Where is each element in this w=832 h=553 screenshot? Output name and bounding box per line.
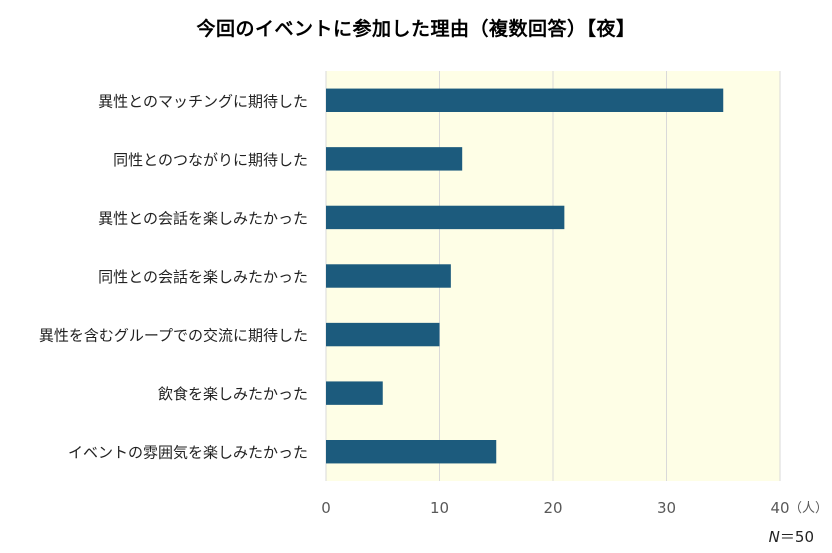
bar <box>326 322 440 347</box>
bar <box>326 205 565 230</box>
x-tick-label: 40 <box>770 499 789 517</box>
sample-size-value: ＝50 <box>779 528 814 546</box>
category-label: 飲食を楽しみたかった <box>158 385 308 403</box>
x-tick-label: 10 <box>430 499 449 517</box>
x-tick-label: 0 <box>321 499 331 517</box>
x-unit-label: （人） <box>789 501 828 516</box>
x-tick-label: 20 <box>543 499 562 517</box>
x-tick-label: 30 <box>657 499 676 517</box>
bar <box>326 88 724 112</box>
category-label: 同性との会話を楽しみたかった <box>98 268 308 286</box>
bar <box>326 440 497 464</box>
category-label: 同性とのつながりに期待した <box>113 151 308 169</box>
bar <box>326 381 383 405</box>
category-label: 異性とのマッチングに期待した <box>98 92 308 110</box>
bar <box>326 264 451 288</box>
sample-size-label: N＝50 <box>769 526 814 547</box>
chart-title: 今回のイベントに参加した理由（複数回答）【夜】 <box>196 18 636 40</box>
bar <box>326 147 463 171</box>
category-label: 異性を含むグループでの交流に期待した <box>39 327 308 345</box>
category-label: イベントの雰囲気を楽しみたかった <box>68 444 308 462</box>
category-label: 異性との会話を楽しみたかった <box>98 209 308 227</box>
sample-size-prefix: N <box>768 528 780 546</box>
